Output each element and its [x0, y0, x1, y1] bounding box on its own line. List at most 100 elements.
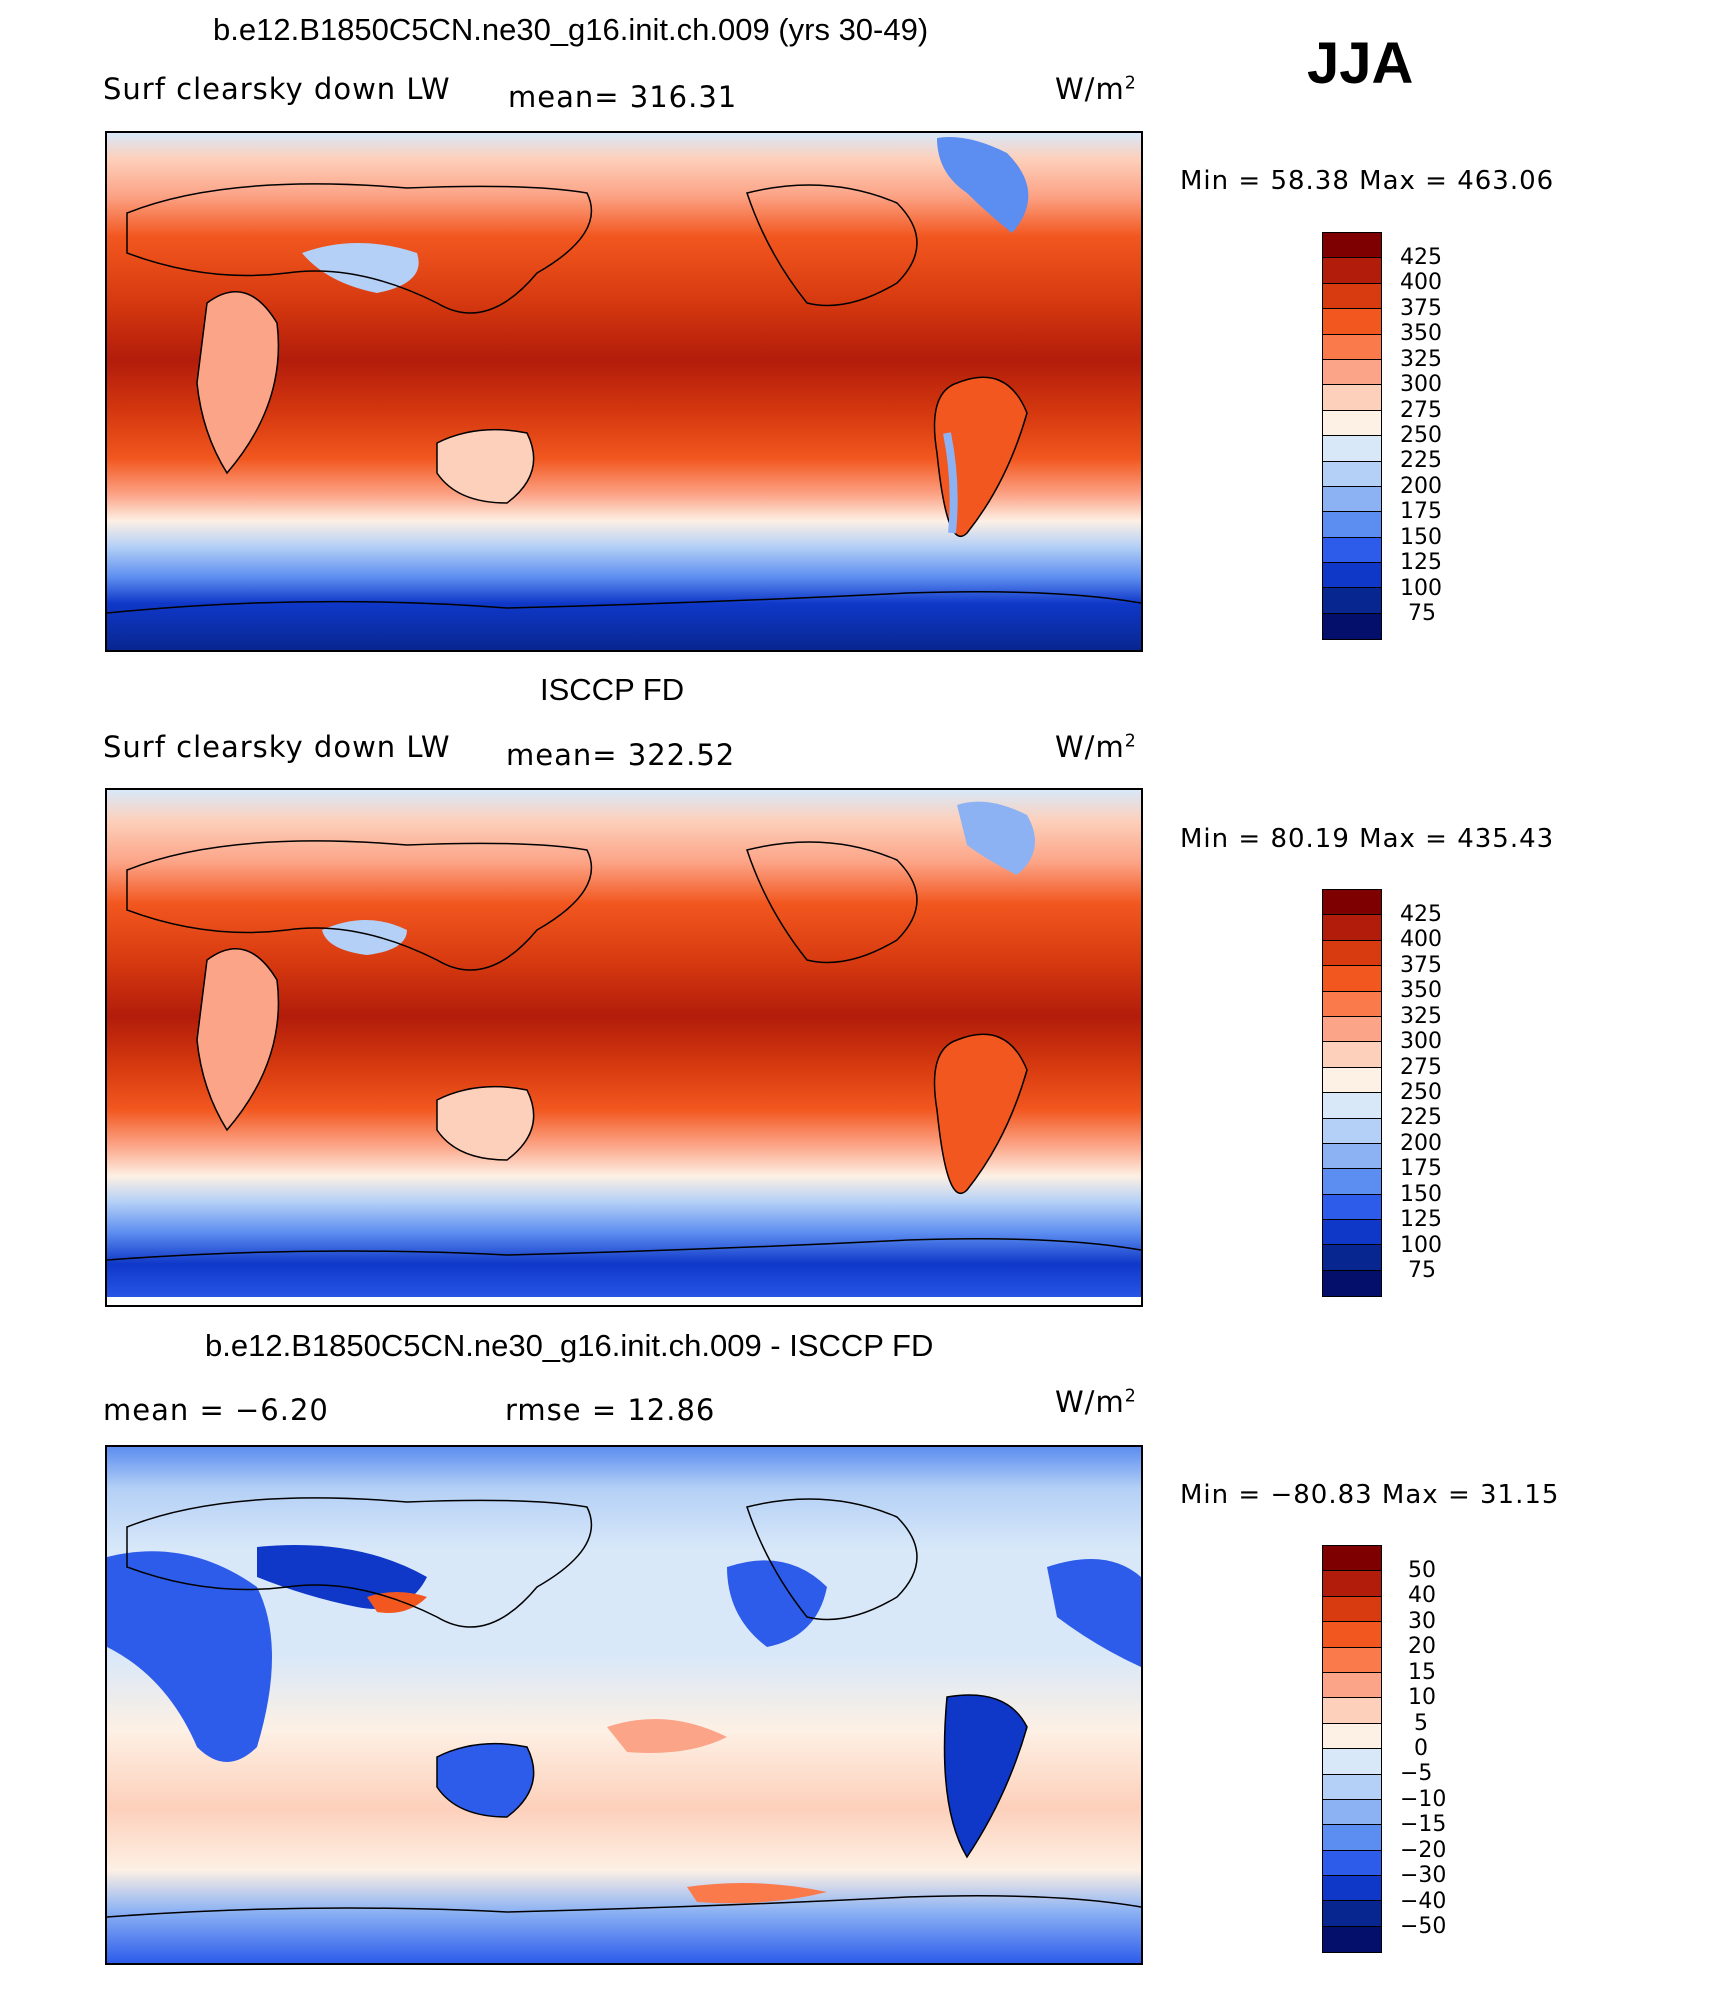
colorbar-swatch: [1323, 1169, 1381, 1195]
colorbar-swatch: [1323, 233, 1381, 259]
panel2-mean-label: mean= 322.52: [506, 738, 736, 772]
colorbar-swatch: [1323, 613, 1381, 640]
colorbar-tick: 250: [1400, 423, 1442, 448]
colorbar-tick: 0: [1414, 1736, 1428, 1761]
colorbar-swatch: [1323, 1067, 1381, 1094]
colorbar-tick: 325: [1400, 1004, 1442, 1029]
colorbar-swatch: [1323, 1571, 1381, 1597]
panel1-map: [105, 131, 1143, 652]
colorbar-tick: −30: [1400, 1863, 1447, 1888]
colorbar-tick: 375: [1400, 296, 1442, 321]
panel1-minmax: Min = 58.38 Max = 463.06: [1180, 166, 1555, 196]
colorbar-swatch: [1323, 1016, 1381, 1043]
colorbar-tick: 200: [1400, 1131, 1442, 1156]
colorbar-swatch: [1323, 1042, 1381, 1068]
colorbar-tick: 100: [1400, 576, 1442, 601]
colorbar-swatch: [1323, 537, 1381, 564]
colorbar-tick: 175: [1400, 1156, 1442, 1181]
colorbar-swatch: [1323, 1622, 1381, 1648]
panel3-map: [105, 1445, 1143, 1965]
panel1-mean-label: mean= 316.31: [508, 80, 738, 114]
colorbar-tick: 5: [1414, 1711, 1428, 1736]
colorbar-tick: 10: [1408, 1685, 1436, 1710]
colorbar-swatch: [1323, 1799, 1381, 1826]
panel2-colorbar: [1322, 889, 1382, 1298]
colorbar-swatch: [1323, 486, 1381, 513]
colorbar-swatch: [1323, 1118, 1381, 1144]
colorbar-tick: 100: [1400, 1233, 1442, 1258]
colorbar-tick: −40: [1400, 1889, 1447, 1914]
colorbar-swatch: [1323, 1220, 1381, 1246]
colorbar-swatch: [1323, 1723, 1381, 1750]
colorbar-swatch: [1323, 410, 1381, 437]
colorbar-swatch: [1323, 1143, 1381, 1170]
colorbar-tick: 300: [1400, 372, 1442, 397]
colorbar-swatch: [1323, 890, 1381, 916]
colorbar-tick: 15: [1408, 1660, 1436, 1685]
colorbar-swatch: [1323, 461, 1381, 487]
colorbar-tick: 225: [1400, 448, 1442, 473]
colorbar-tick: 75: [1408, 601, 1436, 626]
colorbar-swatch: [1323, 1647, 1381, 1673]
colorbar-swatch: [1323, 563, 1381, 589]
colorbar-swatch: [1323, 966, 1381, 992]
colorbar-swatch: [1323, 915, 1381, 941]
colorbar-tick: 425: [1400, 902, 1442, 927]
colorbar-swatch: [1323, 1850, 1381, 1877]
panel1-colorbar: [1322, 232, 1382, 641]
colorbar-swatch: [1323, 1093, 1381, 1119]
colorbar-tick: −50: [1400, 1914, 1447, 1939]
colorbar-swatch: [1323, 359, 1381, 386]
colorbar-swatch: [1323, 512, 1381, 538]
colorbar-swatch: [1323, 588, 1381, 614]
colorbar-swatch: [1323, 1901, 1381, 1927]
colorbar-tick: 350: [1400, 321, 1442, 346]
panel2-map: [105, 788, 1143, 1307]
colorbar-swatch: [1323, 1596, 1381, 1623]
colorbar-tick: 250: [1400, 1080, 1442, 1105]
colorbar-swatch: [1323, 1546, 1381, 1572]
colorbar-tick: 425: [1400, 245, 1442, 270]
colorbar-tick: 325: [1400, 347, 1442, 372]
colorbar-tick: 175: [1400, 499, 1442, 524]
colorbar-swatch: [1323, 385, 1381, 411]
colorbar-tick: 200: [1400, 474, 1442, 499]
colorbar-tick: 375: [1400, 953, 1442, 978]
panel1-title: b.e12.B1850C5CN.ne30_g16.init.ch.009 (yr…: [213, 12, 929, 47]
colorbar-swatch: [1323, 258, 1381, 284]
colorbar-swatch: [1323, 1825, 1381, 1851]
colorbar-tick: 350: [1400, 978, 1442, 1003]
colorbar-tick: 150: [1400, 525, 1442, 550]
colorbar-swatch: [1323, 940, 1381, 967]
colorbar-tick: 40: [1408, 1583, 1436, 1608]
colorbar-tick: −15: [1400, 1812, 1447, 1837]
colorbar-swatch: [1323, 1774, 1381, 1800]
colorbar-swatch: [1323, 309, 1381, 335]
colorbar-tick: 30: [1408, 1609, 1436, 1634]
panel3-minmax: Min = −80.83 Max = 31.15: [1180, 1480, 1560, 1510]
colorbar-swatch: [1323, 436, 1381, 462]
colorbar-tick: 275: [1400, 1055, 1442, 1080]
colorbar-tick: −5: [1400, 1761, 1433, 1786]
colorbar-tick: −20: [1400, 1838, 1447, 1863]
panel3-title: b.e12.B1850C5CN.ne30_g16.init.ch.009 - I…: [205, 1328, 934, 1363]
colorbar-swatch: [1323, 991, 1381, 1017]
colorbar-swatch: [1323, 283, 1381, 310]
colorbar-tick: 275: [1400, 398, 1442, 423]
colorbar-swatch: [1323, 1270, 1381, 1297]
colorbar-tick: 50: [1408, 1558, 1436, 1583]
panel2-title: ISCCP FD: [540, 672, 685, 707]
colorbar-tick: −10: [1400, 1787, 1447, 1812]
colorbar-swatch: [1323, 1698, 1381, 1724]
colorbar-tick: 400: [1400, 270, 1442, 295]
colorbar-swatch: [1323, 1672, 1381, 1699]
panel3-mean-label: mean = −6.20: [103, 1393, 329, 1427]
colorbar-swatch: [1323, 1926, 1381, 1953]
colorbar-swatch: [1323, 1194, 1381, 1221]
colorbar-tick: 20: [1408, 1634, 1436, 1659]
panel2-minmax: Min = 80.19 Max = 435.43: [1180, 824, 1555, 854]
colorbar-swatch: [1323, 1749, 1381, 1775]
panel1-variable-label: Surf clearsky down LW: [103, 72, 451, 106]
colorbar-tick: 75: [1408, 1258, 1436, 1283]
panel3-unit-label: W/m2: [1055, 1385, 1137, 1419]
